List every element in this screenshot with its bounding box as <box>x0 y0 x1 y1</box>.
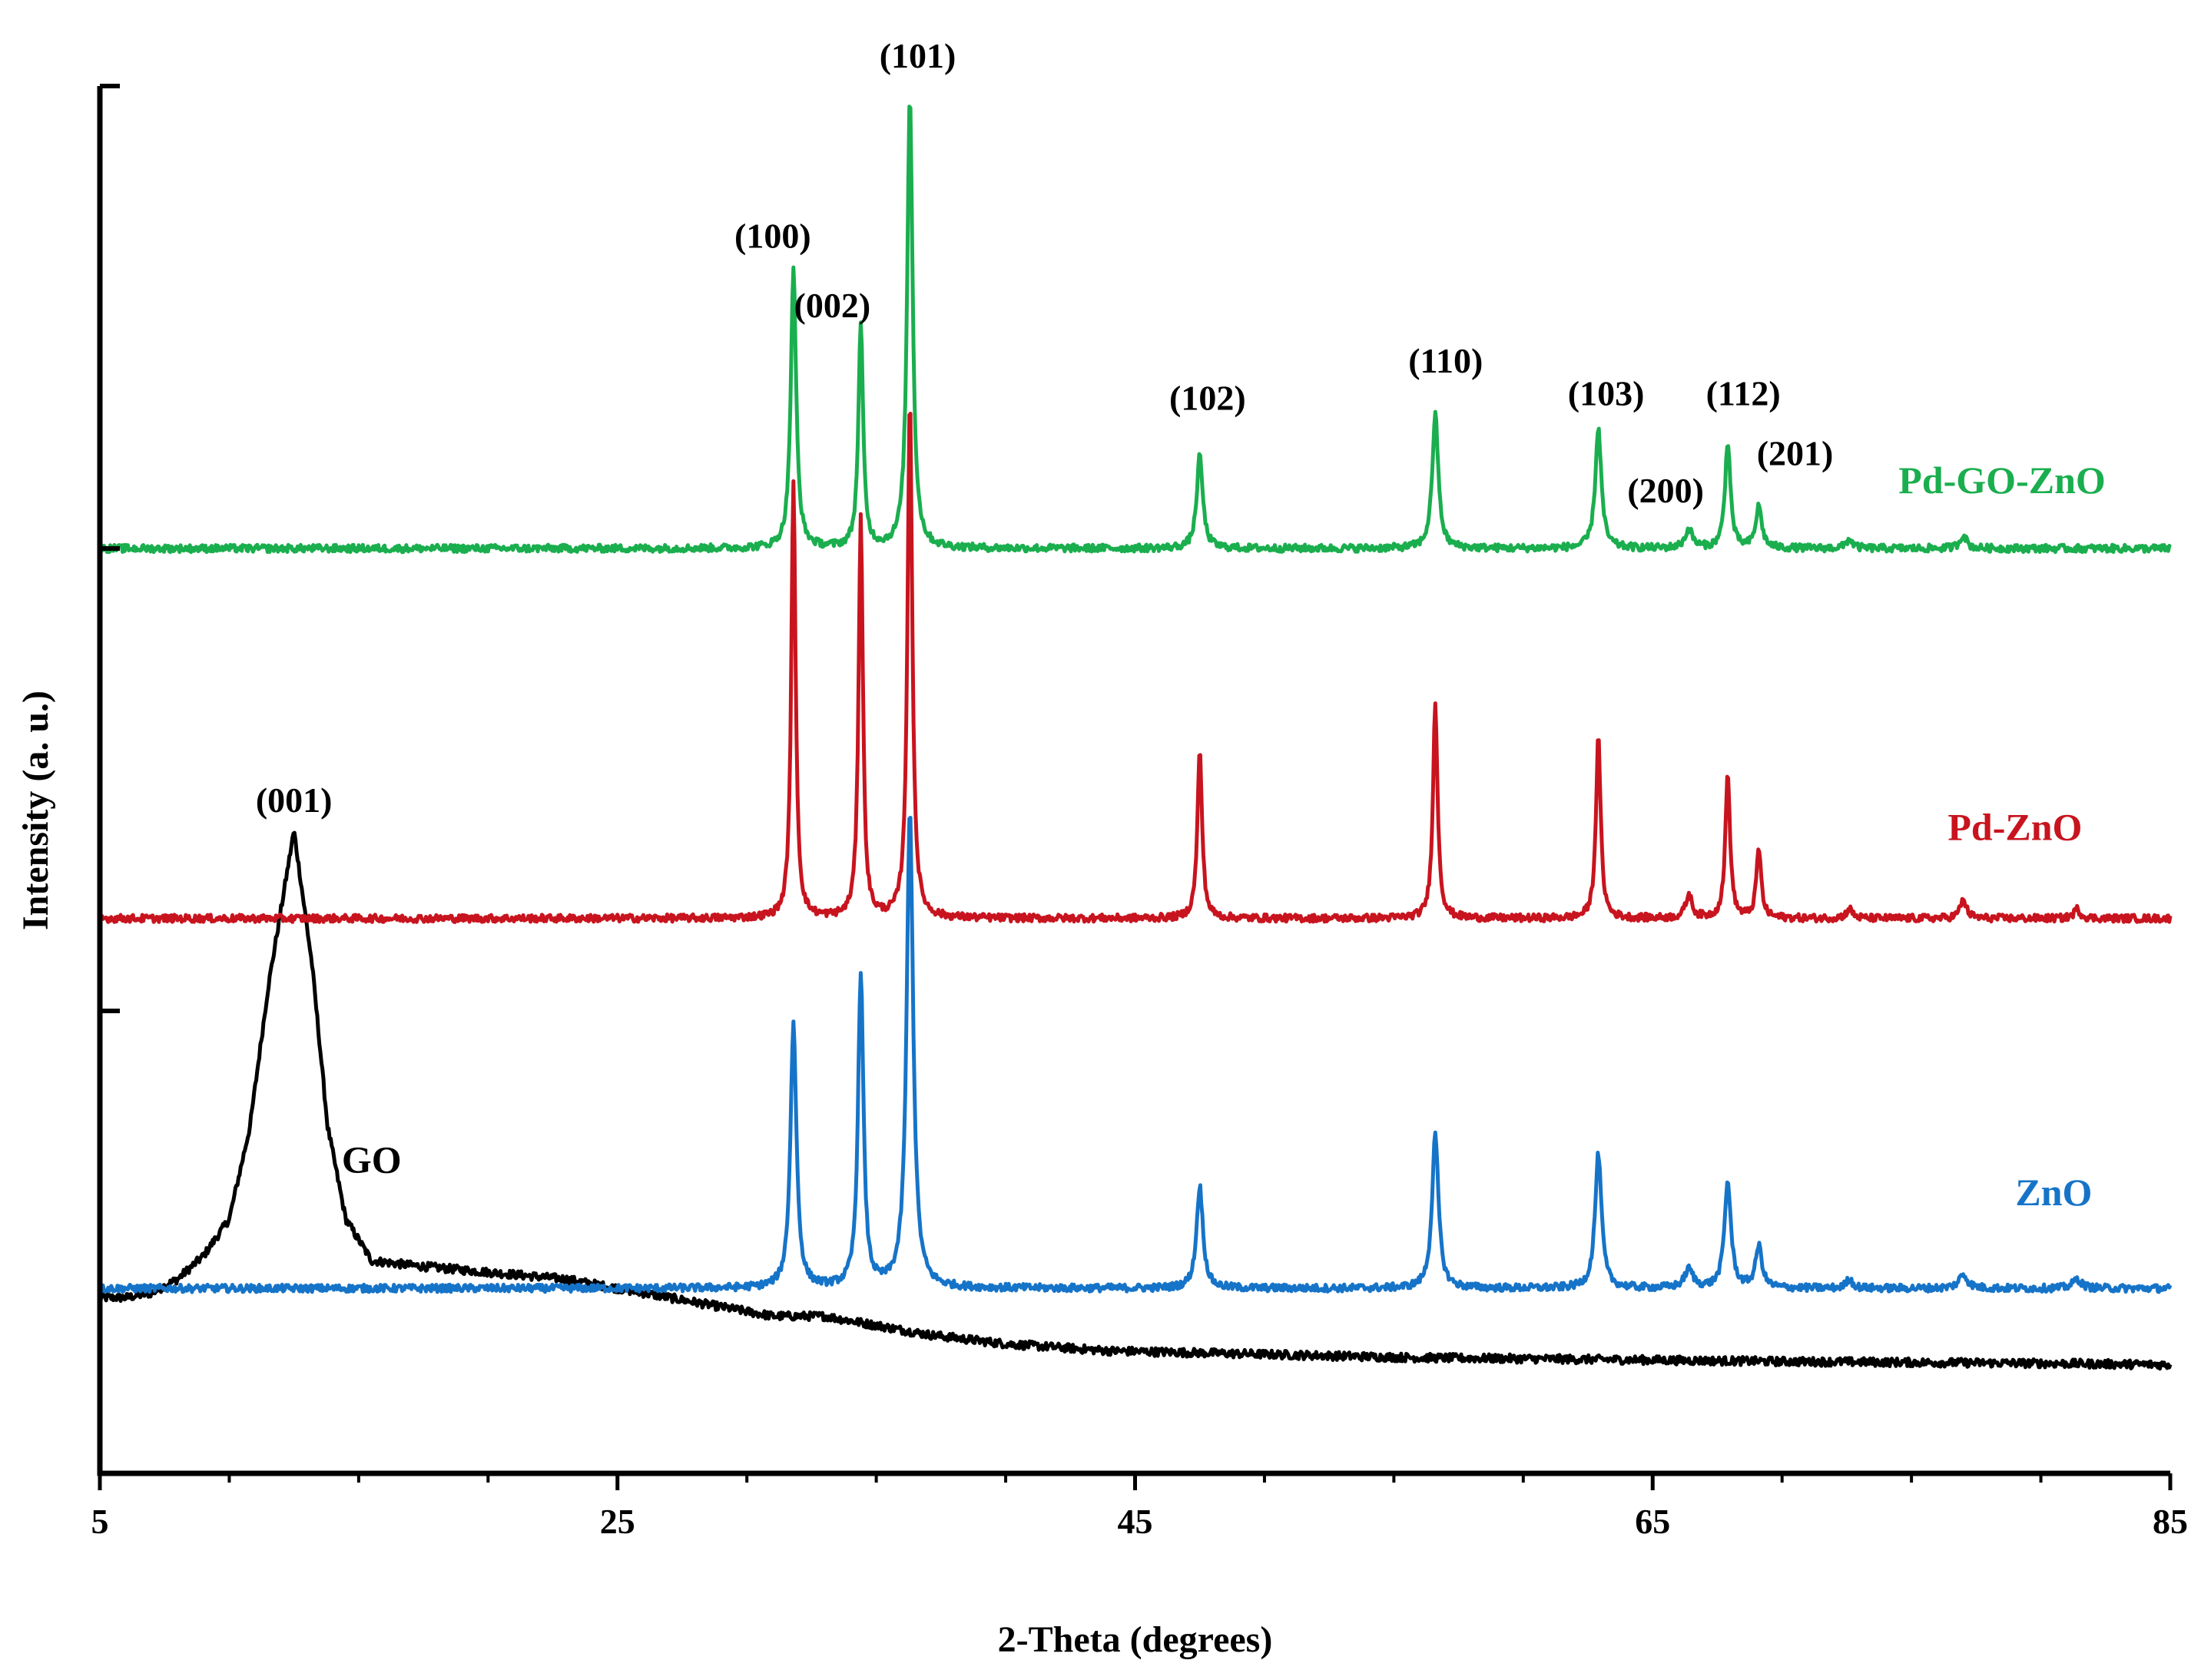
series-label-go: GO <box>342 1138 402 1181</box>
series-label-pd-zno: Pd-ZnO <box>1947 805 2082 848</box>
x-tick-label-45: 45 <box>1118 1502 1153 1541</box>
ticks <box>98 84 2173 1490</box>
peak-label-101: (101) <box>880 36 956 75</box>
series-line-zno <box>98 816 2173 1294</box>
x-axis-title: 2-Theta (degrees) <box>998 1619 1273 1660</box>
peak-label-102: (102) <box>1169 378 1246 417</box>
peak-label-100: (100) <box>734 217 811 256</box>
series-label-zno: ZnO <box>2015 1171 2092 1214</box>
labels: 5 25 45 65 85 GO ZnO Pd-ZnO Pd-GO-ZnO (001) (100) (… <box>91 36 2189 1541</box>
peak-label-103: (103) <box>1568 373 1645 413</box>
x-tick-label-25: 25 <box>600 1502 635 1541</box>
peak-label-002: (002) <box>794 286 871 325</box>
peak-label-112: (112) <box>1706 373 1781 413</box>
series-line-go <box>98 830 2173 1371</box>
series-line-pd-go-zno <box>98 104 2172 555</box>
series-layer <box>98 104 2173 1371</box>
peak-label-201: (201) <box>1757 434 1834 473</box>
peak-label-110: (110) <box>1408 341 1483 380</box>
x-tick-label-65: 65 <box>1635 1502 1670 1541</box>
x-tick-label-85: 85 <box>2153 1502 2188 1541</box>
series-line-pd-zno <box>98 412 2173 924</box>
x-tick-label-5: 5 <box>91 1502 109 1541</box>
peak-label-001: (001) <box>256 780 333 820</box>
peak-label-200: (200) <box>1627 471 1704 510</box>
series-label-pd-go-zno: Pd-GO-ZnO <box>1898 459 2105 502</box>
y-axis-title: Intensity (a. u.) <box>15 691 56 930</box>
